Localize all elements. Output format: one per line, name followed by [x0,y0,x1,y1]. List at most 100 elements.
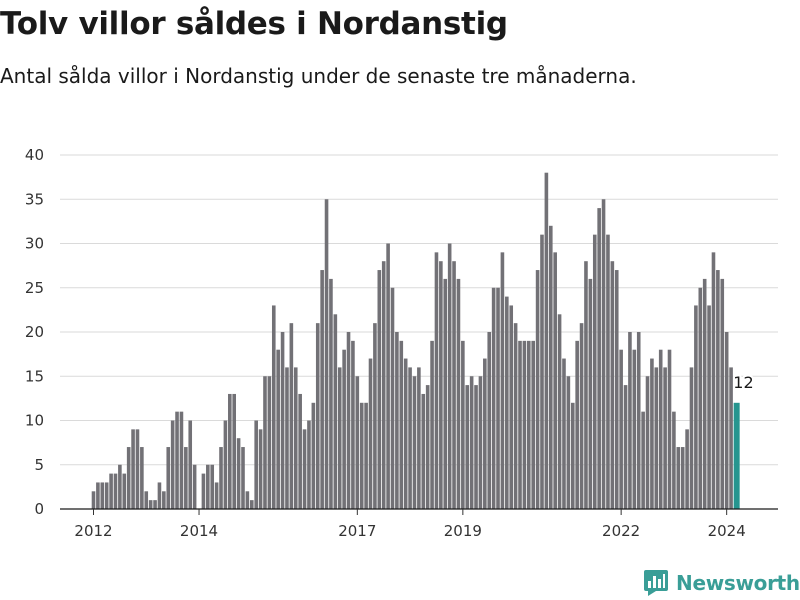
bar [434,252,439,509]
bar [592,234,597,509]
bar-chart: 0 5 10 15 20 25 30 35 40 2012 2014 2017 2019 2022 2024… [25,146,778,540]
bar [491,287,496,509]
bar [91,491,96,509]
bar [206,464,210,509]
bar [254,420,258,509]
bar [289,323,294,509]
bar [672,411,676,509]
bar [364,402,368,509]
bar [439,261,443,509]
bar [100,482,105,509]
bar [628,332,632,509]
y-tick-label: 10 [25,412,44,430]
bar [104,482,109,509]
bar [368,358,373,509]
bar [702,278,707,509]
newsworthy-logo-icon [644,570,668,596]
bar [109,473,113,509]
bar [588,278,593,509]
bar [315,323,320,509]
bar [447,243,452,509]
bar [452,261,456,509]
bar [623,385,628,509]
bar [96,482,100,509]
bar [548,225,553,510]
brand-name: Newsworthy [676,571,800,595]
y-tick-label: 25 [25,279,44,297]
bar [540,234,544,509]
bar [676,447,681,509]
bar [355,376,360,509]
bar [650,358,654,509]
bar [500,252,505,509]
bar [584,261,588,509]
bar [241,447,245,509]
bar [377,270,382,509]
bar [544,172,549,509]
bar [263,376,267,509]
bar [276,349,280,509]
bar [614,270,619,509]
y-tick-label: 35 [25,190,44,208]
latest-value-label: 12 [733,373,753,392]
bar [483,358,487,509]
bar [443,278,448,509]
bar [346,332,351,509]
bar [632,349,637,509]
bar [267,376,272,509]
bar [417,367,421,509]
bar [531,340,535,509]
bar [720,278,725,509]
bar [663,367,667,509]
bar [140,447,144,509]
bar [421,393,426,509]
bar [570,402,575,509]
y-tick-label: 40 [25,146,44,164]
bar [645,376,650,509]
bar [184,447,188,509]
bar [641,411,645,509]
bar [469,376,474,509]
bar [329,278,333,509]
bar [175,411,179,509]
bar [601,199,606,509]
bar [680,447,685,509]
bar [298,393,302,509]
bar [395,332,399,509]
bar [716,270,720,509]
bar [729,367,733,509]
chart-subtitle: Antal sålda villor i Nordanstig under de… [0,64,637,88]
bar [271,305,276,509]
bar [201,473,206,509]
bar [513,323,518,509]
bar [342,349,346,509]
bar [654,367,659,509]
bar [166,447,171,509]
bar [553,252,557,509]
bar [118,464,122,509]
bar [144,491,149,509]
bar [456,278,461,509]
bar [509,305,514,509]
bar [597,208,601,509]
bar [685,429,689,509]
y-tick-label: 30 [25,235,44,253]
bar [724,332,729,509]
x-tick-label: 2017 [338,522,376,540]
bar [210,464,215,509]
bar [399,340,404,509]
bar [465,385,470,509]
bar [606,234,610,509]
bar [579,323,584,509]
bar [412,376,417,509]
bar [359,402,364,509]
bar [324,199,329,509]
bar [192,464,197,509]
y-tick-label: 5 [34,456,44,474]
bar [478,376,483,509]
bar [302,429,307,509]
bar [408,367,412,509]
bar [135,429,140,509]
bar [236,438,241,509]
bar [311,402,316,509]
